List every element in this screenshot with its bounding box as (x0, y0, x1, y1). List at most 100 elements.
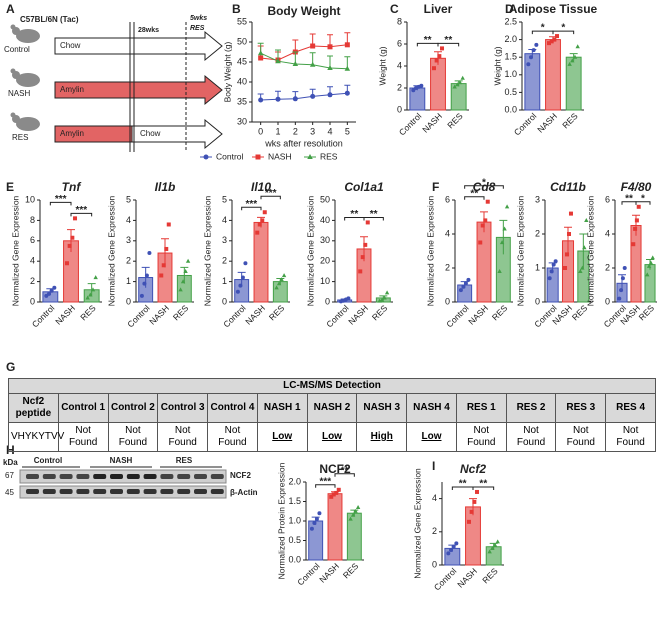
data-point (633, 226, 638, 231)
significance-bracket (437, 42, 460, 47)
blot-group: Control (34, 456, 62, 465)
data-point (451, 544, 456, 549)
x-tick-label: NASH (147, 303, 171, 327)
data-point (411, 88, 416, 93)
panel-label: B (232, 2, 241, 16)
y-tick-label: 4 (126, 215, 131, 225)
significance-label: * (541, 23, 545, 34)
table-cell: RES 4 (605, 393, 656, 423)
data-point (90, 287, 96, 292)
data-point (480, 223, 485, 228)
data-point (164, 246, 169, 251)
y-tick-label: 55 (237, 16, 247, 26)
chart-title: Liver (424, 2, 453, 16)
data-point (64, 261, 69, 266)
x-tick-label: 4 (327, 126, 332, 136)
significance-label: ** (444, 35, 452, 46)
legend-label: RES (320, 151, 338, 161)
significance-label: ** (459, 479, 467, 490)
y-axis-label: Normalized Protein Expression (276, 462, 286, 579)
data-point (555, 34, 560, 39)
data-point (528, 55, 533, 60)
error-bar (564, 226, 572, 255)
y-tick-label: 6 (445, 194, 450, 204)
significance-label: * (561, 23, 565, 34)
data-point (549, 39, 554, 44)
data-point (440, 46, 445, 51)
data-point (377, 298, 382, 303)
significance-label: * (482, 177, 486, 188)
data-point (551, 262, 556, 267)
blot-band (93, 489, 107, 494)
y-axis-label: Weight (g) (377, 46, 387, 85)
blot-band (194, 474, 207, 479)
y-axis-label: Normalized Gene Expression (412, 468, 422, 579)
chart-title: Body Weight (267, 4, 340, 18)
diet-arrow (54, 30, 223, 62)
x-tick-label: RES (637, 303, 657, 323)
data-point (276, 281, 282, 286)
blot-band (59, 489, 73, 494)
y-tick-label: 5 (126, 194, 131, 204)
data-point (262, 210, 267, 215)
data-point (619, 288, 624, 293)
y-tick-label: 0 (445, 296, 450, 306)
y-axis-label: Normalized Gene Expression (10, 195, 20, 306)
data-point (384, 290, 390, 295)
y-tick-label: 1 (126, 276, 131, 286)
data-point (185, 258, 191, 263)
data-point (553, 259, 558, 264)
table-cell: NASH 3 (356, 393, 408, 423)
y-tick-label: 50 (320, 194, 330, 204)
group-label: Control (4, 45, 30, 54)
legend-marker (255, 154, 261, 160)
data-point (327, 92, 333, 98)
data-point (419, 83, 424, 88)
data-point (46, 291, 51, 296)
y-tick-label: 0 (397, 104, 402, 114)
data-point (617, 296, 622, 301)
data-point (353, 508, 358, 513)
data-point (455, 82, 460, 87)
data-point (317, 511, 322, 516)
significance-label: *** (265, 188, 277, 199)
diet-arrow (54, 125, 133, 143)
y-tick-label: 6 (605, 194, 610, 204)
band-label: β-Actin (230, 488, 258, 497)
data-point (314, 517, 319, 522)
error-bar (87, 283, 96, 296)
data-point (310, 43, 316, 49)
x-tick-label: NASH (53, 303, 77, 327)
data-point (622, 266, 627, 270)
bar (476, 221, 492, 303)
data-point (504, 204, 510, 209)
significance-label: *** (55, 194, 67, 205)
data-point (159, 273, 164, 278)
significance-label: ** (341, 465, 349, 476)
error-bar (161, 238, 169, 268)
y-tick-label: 0.5 (504, 87, 517, 97)
significance-label: ** (470, 188, 478, 199)
data-point (166, 222, 171, 227)
data-point (348, 516, 353, 521)
x-tick-label: NASH (455, 566, 479, 590)
significance-bracket (552, 30, 575, 35)
data-point (70, 235, 75, 240)
x-axis-label: wks after resolution (264, 138, 343, 148)
panel-label: D (505, 2, 514, 16)
data-point (292, 96, 298, 102)
data-point (547, 276, 552, 281)
significance-bracket (260, 195, 281, 200)
x-tick-label: Control (397, 111, 424, 138)
significance-bracket (334, 473, 355, 477)
data-point (534, 42, 539, 47)
data-point (344, 65, 351, 71)
bar (630, 225, 642, 303)
x-tick-label: Control (30, 303, 57, 330)
data-point (563, 266, 568, 270)
table-cell: Control 3 (157, 393, 209, 423)
y-tick-label: 1.5 (504, 52, 517, 62)
chart-title: Il10 (251, 180, 271, 194)
y-tick-label: 0 (432, 559, 437, 569)
